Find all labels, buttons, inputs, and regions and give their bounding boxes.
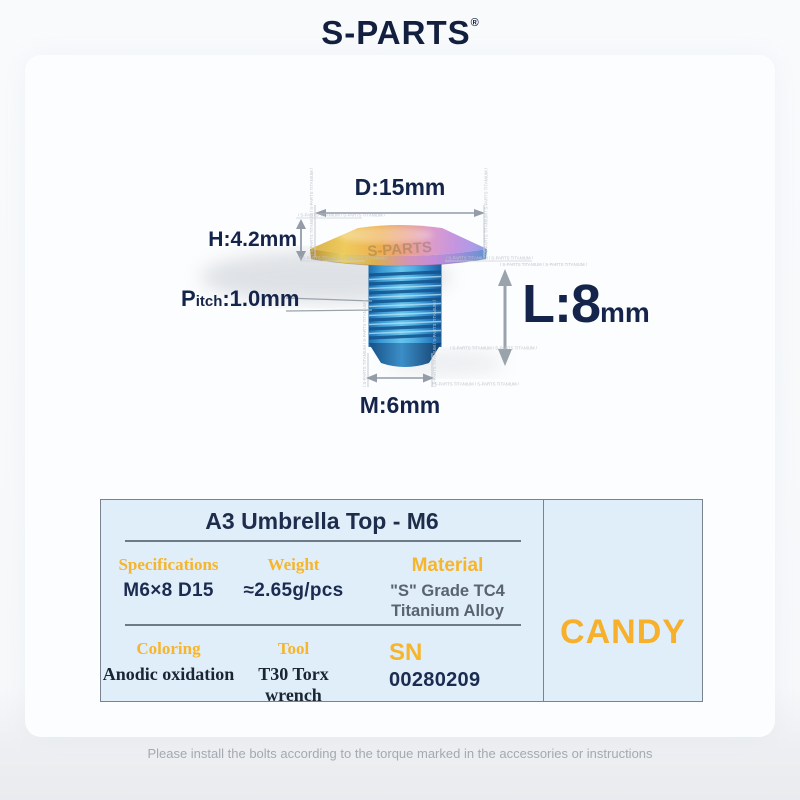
spec-cell-coloring: Coloring Anodic oxidation — [101, 639, 236, 706]
watermark-text: / S-PARTS TITANIUM / S-PARTS TITANIUM / — [298, 213, 386, 218]
spec-table-main: A3 Umbrella Top - M6 Specifications M6×8… — [101, 500, 544, 705]
spec-value-tool: T30 Torx wrench — [258, 664, 329, 705]
bolt-head-shape: S-PARTS — [310, 225, 487, 267]
length-main: L:8 — [522, 274, 601, 334]
dim-label-pitch: Pitch:1.0mm — [181, 286, 299, 312]
spec-label-coloring: Coloring — [136, 639, 201, 658]
spec-row-2: Coloring Anodic oxidation Tool T30 Torx … — [101, 639, 543, 706]
spec-table-title: A3 Umbrella Top - M6 — [205, 508, 439, 534]
brand-logo: S-PARTS® — [0, 14, 800, 52]
dim-label-head-height: H:4.2mm — [208, 228, 297, 251]
watermark-text: / S-PARTS TITANIUM / S-PARTS TITANIUM / — [484, 167, 489, 255]
bolt-tip-shape — [368, 343, 442, 367]
pitch-prefix: P — [181, 286, 196, 311]
bolt-thread-shape — [368, 260, 442, 367]
dim-label-length: L:8 mm — [522, 277, 650, 331]
watermark-group: / S-PARTS TITANIUM / S-PARTS TITANIUM / … — [298, 167, 588, 387]
spec-value-coloring: Anodic oxidation — [102, 664, 235, 684]
row-divider — [125, 624, 521, 626]
pitch-value: :1.0mm — [222, 286, 300, 311]
spec-label-tool: Tool — [277, 639, 310, 658]
spec-cell-specifications: Specifications M6×8 D15 — [101, 555, 236, 621]
head-etching-text: S-PARTS — [367, 239, 433, 260]
spec-value-weight: ≈2.65g/pcs — [243, 580, 344, 601]
spec-cell-weight: Weight ≈2.65g/pcs — [236, 555, 351, 621]
dim-label-diameter: D:15mm — [354, 174, 446, 200]
dimension-lines — [285, 205, 532, 387]
watermark-text: / S-PARTS TITANIUM / S-PARTS TITANIUM / — [432, 382, 520, 387]
spec-value-specifications: M6×8 D15 — [123, 580, 214, 601]
spec-cell-tool: Tool T30 Torx wrench — [236, 639, 351, 706]
spec-value-material: "S" Grade TC4 Titanium Alloy — [390, 582, 505, 620]
spec-cell-serial: SN 00280209 — [351, 639, 544, 706]
bolt-diagram: S-PARTS — [150, 165, 650, 435]
length-unit: mm — [600, 297, 650, 328]
spec-table: A3 Umbrella Top - M6 Specifications M6×8… — [100, 499, 703, 705]
watermark-text: / S-PARTS TITANIUM / S-PARTS TITANIUM / — [362, 299, 367, 387]
spec-row-1: Specifications M6×8 D15 Weight ≈2.65g/pc… — [101, 555, 543, 621]
spec-table-side: CANDY — [544, 500, 702, 701]
brand-logo-text: S-PARTS — [321, 14, 471, 51]
title-divider — [125, 540, 521, 542]
pitch-small: itch — [195, 293, 223, 310]
footer-note: Please install the bolts according to th… — [147, 746, 653, 761]
spec-label-weight: Weight — [267, 555, 320, 574]
watermark-text: / S-PARTS TITANIUM / S-PARTS TITANIUM / — [432, 299, 437, 387]
bolt-illustration: S-PARTS — [200, 167, 588, 387]
watermark-text: / S-PARTS TITANIUM / S-PARTS TITANIUM / — [309, 167, 314, 255]
watermark-text: / S-PARTS TITANIUM / S-PARTS TITANIUM / — [446, 256, 534, 261]
variant-badge: CANDY — [560, 613, 686, 651]
watermark-text: / S-PARTS TITANIUM / S-PARTS TITANIUM / — [300, 256, 388, 261]
spec-label-material: Material — [411, 555, 484, 576]
spec-cell-material: Material "S" Grade TC4 Titanium Alloy — [351, 555, 544, 621]
dim-label-thread-size: M:6mm — [359, 392, 441, 418]
watermark-text: / S-PARTS TITANIUM / S-PARTS TITANIUM / — [500, 262, 588, 267]
registered-mark: ® — [470, 17, 479, 29]
spec-label-serial: SN — [389, 639, 423, 666]
watermark-text: / S-PARTS TITANIUM / S-PARTS TITANIUM / — [450, 346, 538, 351]
spec-label-specifications: Specifications — [118, 555, 219, 574]
spec-value-serial: 00280209 — [389, 669, 481, 691]
